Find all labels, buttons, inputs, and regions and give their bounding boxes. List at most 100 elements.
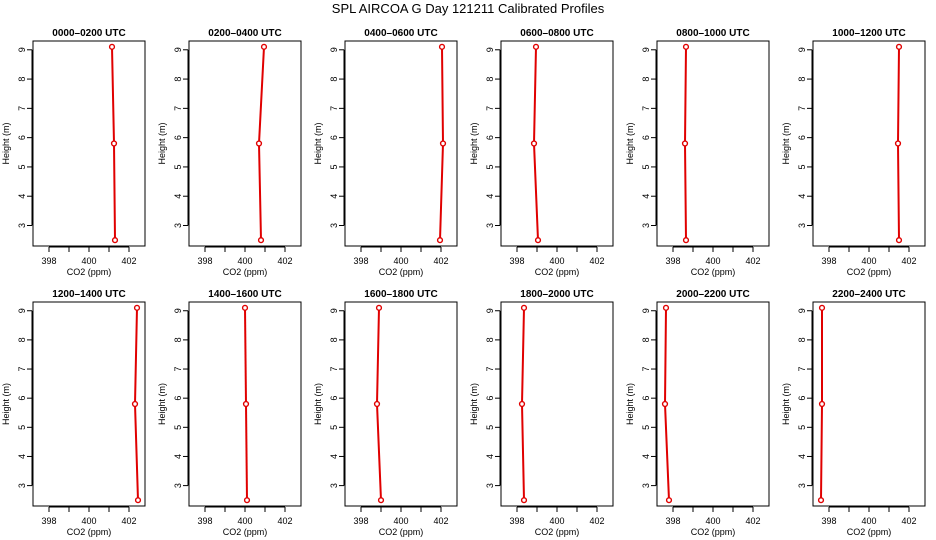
figure-title: SPL AIRCOA G Day 121211 Calibrated Profi… [331, 1, 605, 16]
panel-title: 2000–2200 UTC [676, 289, 749, 300]
panel-9: 1600–1800 UTC 398 400 402 CO2 (ppm) 3 4 5 6 7 8 9 He… [313, 289, 458, 537]
y-tick-label: 5 [17, 164, 27, 169]
panel-6: 1000–1200 UTC 398 400 402 CO2 (ppm) 3 4 5 6 7 8 9 He… [781, 28, 926, 277]
data-point [818, 400, 826, 408]
plot-frame [812, 301, 926, 507]
y-tick-label: 6 [485, 135, 495, 140]
y-tick-label: 4 [329, 454, 339, 459]
x-axis-label: CO2 (ppm) [847, 527, 892, 537]
y-tick-label: 3 [173, 223, 183, 228]
data-point [255, 140, 263, 147]
y-tick-label: 9 [797, 47, 807, 52]
data-point [817, 497, 825, 504]
plot-frame [188, 301, 302, 507]
x-tick-label: 398 [353, 516, 368, 526]
data-point [534, 237, 542, 244]
panel-title: 0200–0400 UTC [208, 28, 281, 39]
y-axis-label: Height (m) [625, 383, 635, 425]
x-axis-label: CO2 (ppm) [379, 527, 424, 537]
y-tick-label: 8 [641, 337, 651, 342]
y-axis-label: Height (m) [1, 383, 11, 425]
y-tick-label: 9 [173, 47, 183, 52]
y-tick-label: 8 [797, 337, 807, 342]
y-tick-label: 4 [17, 194, 27, 199]
data-point [375, 304, 383, 311]
y-axis-label: Height (m) [313, 383, 323, 425]
x-tick-label: 398 [665, 516, 680, 526]
y-tick-label: 5 [329, 164, 339, 169]
data-point [895, 237, 903, 244]
x-tick-label: 400 [705, 516, 720, 526]
data-point [131, 400, 139, 408]
data-point [518, 400, 526, 408]
y-tick-label: 6 [485, 396, 495, 401]
panel-11: 2000–2200 UTC 398 400 402 CO2 (ppm) 3 4 5 6 7 8 9 He… [625, 289, 770, 537]
x-tick-label: 402 [433, 516, 448, 526]
data-point [438, 43, 446, 50]
x-tick-label: 398 [197, 516, 212, 526]
y-tick-label: 4 [329, 194, 339, 199]
x-tick-label: 398 [509, 256, 524, 266]
y-tick-label: 9 [485, 47, 495, 52]
y-tick-label: 7 [173, 106, 183, 111]
data-point [530, 140, 538, 147]
x-tick-label: 402 [121, 516, 136, 526]
data-point [436, 237, 444, 244]
y-tick-label: 5 [485, 425, 495, 430]
x-tick-label: 398 [821, 256, 836, 266]
panel-title: 1400–1600 UTC [208, 289, 281, 300]
y-axis-label: Height (m) [781, 122, 791, 164]
panel-title: 1200–1400 UTC [52, 289, 125, 300]
y-tick-label: 4 [173, 194, 183, 199]
x-axis-label: CO2 (ppm) [847, 267, 892, 277]
x-tick-label: 398 [353, 256, 368, 266]
y-tick-label: 9 [641, 308, 651, 313]
data-point [257, 237, 265, 244]
panel-title: 1000–1200 UTC [832, 28, 905, 39]
y-tick-label: 3 [641, 223, 651, 228]
y-tick-label: 6 [329, 396, 339, 401]
y-tick-label: 5 [485, 164, 495, 169]
y-tick-label: 7 [485, 367, 495, 372]
x-tick-label: 400 [861, 516, 876, 526]
y-tick-label: 4 [797, 454, 807, 459]
y-tick-label: 9 [329, 308, 339, 313]
x-tick-label: 402 [745, 256, 760, 266]
y-tick-label: 7 [641, 367, 651, 372]
panel-title: 0400–0600 UTC [364, 28, 437, 39]
x-axis-label: CO2 (ppm) [535, 527, 580, 537]
plot-frame [344, 40, 458, 247]
panel-3: 0400–0600 UTC 398 400 402 CO2 (ppm) 3 4 5 6 7 8 9 He… [313, 28, 458, 277]
x-tick-label: 402 [433, 256, 448, 266]
y-tick-label: 3 [485, 223, 495, 228]
x-axis-label: CO2 (ppm) [67, 267, 112, 277]
x-tick-label: 398 [509, 516, 524, 526]
data-point [110, 140, 118, 147]
data-point [377, 497, 385, 504]
x-tick-label: 402 [901, 516, 916, 526]
y-tick-label: 9 [797, 308, 807, 313]
y-axis-label: Height (m) [1, 122, 11, 164]
data-point [895, 43, 903, 50]
y-tick-label: 5 [329, 425, 339, 430]
y-tick-label: 4 [797, 194, 807, 199]
y-tick-label: 3 [485, 483, 495, 488]
panel-title: 0800–1000 UTC [676, 28, 749, 39]
y-tick-label: 7 [797, 106, 807, 111]
y-tick-label: 6 [17, 396, 27, 401]
y-tick-label: 3 [329, 223, 339, 228]
y-tick-label: 9 [329, 47, 339, 52]
panel-title: 2200–2400 UTC [832, 289, 905, 300]
y-axis-label: Height (m) [781, 383, 791, 425]
panel-title: 1800–2000 UTC [520, 289, 593, 300]
y-tick-label: 4 [641, 454, 651, 459]
data-point [520, 497, 528, 504]
y-tick-label: 9 [485, 308, 495, 313]
y-tick-label: 7 [17, 367, 27, 372]
y-tick-label: 6 [641, 396, 651, 401]
y-tick-label: 6 [173, 396, 183, 401]
y-tick-label: 7 [173, 367, 183, 372]
y-axis-label: Height (m) [625, 122, 635, 164]
x-tick-label: 400 [861, 256, 876, 266]
